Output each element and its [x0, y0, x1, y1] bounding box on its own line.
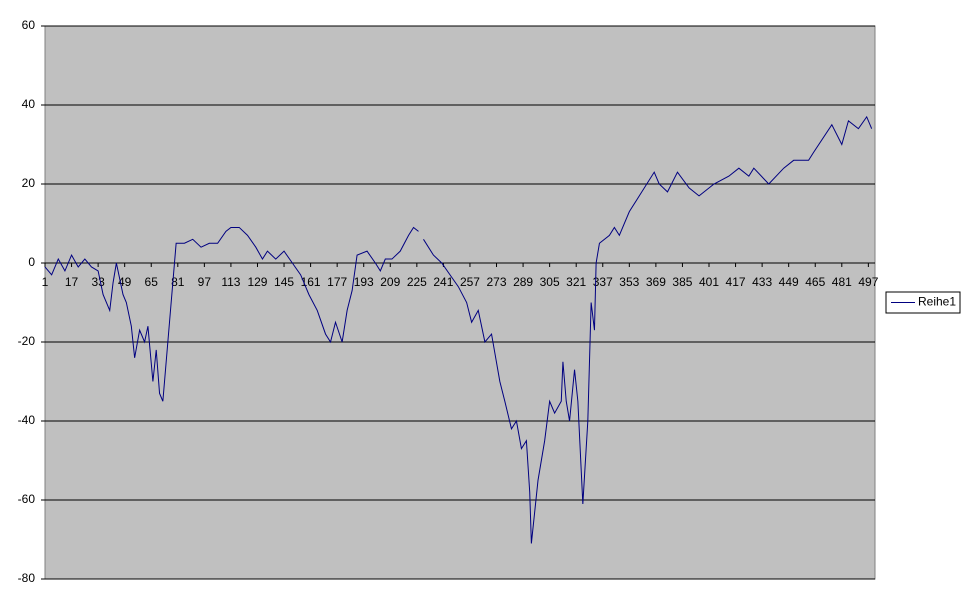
x-tick-label: 449 — [779, 275, 799, 289]
x-tick-label: 193 — [354, 275, 374, 289]
x-tick-label: 481 — [832, 275, 852, 289]
x-tick-label: 417 — [726, 275, 746, 289]
x-tick-label: 385 — [672, 275, 692, 289]
x-tick-label: 81 — [171, 275, 185, 289]
x-tick-label: 241 — [433, 275, 453, 289]
x-tick-label: 465 — [805, 275, 825, 289]
legend — [885, 291, 961, 314]
x-tick-label: 17 — [65, 275, 79, 289]
legend-label: Reihe1 — [918, 295, 956, 309]
x-tick-label: 273 — [487, 275, 507, 289]
x-tick-label: 497 — [858, 275, 878, 289]
x-tick-label: 433 — [752, 275, 772, 289]
y-tick-label: 40 — [22, 97, 36, 111]
data-line — [44, 115, 873, 544]
x-tick-label: 225 — [407, 275, 427, 289]
y-tick-label: 0 — [28, 255, 35, 269]
x-tick-label: 209 — [380, 275, 400, 289]
y-tick-label: 20 — [22, 176, 36, 190]
x-tick-label: 177 — [327, 275, 347, 289]
x-tick-label: 305 — [540, 275, 560, 289]
x-tick-label: 401 — [699, 275, 719, 289]
x-tick-label: 257 — [460, 275, 480, 289]
x-tick-label: 33 — [91, 275, 105, 289]
y-tick-label: -20 — [18, 334, 36, 348]
x-tick-label: 337 — [593, 275, 613, 289]
x-tick-label: 353 — [619, 275, 639, 289]
y-tick-label: -40 — [18, 413, 36, 427]
y-tick-label: -60 — [18, 492, 36, 506]
x-tick-label: 65 — [145, 275, 159, 289]
x-tick-label: 129 — [247, 275, 267, 289]
y-tick-label: -80 — [18, 571, 36, 585]
x-tick-label: 97 — [198, 275, 212, 289]
x-tick-label: 1 — [42, 275, 49, 289]
x-tick-label: 113 — [221, 275, 240, 289]
plot-area — [44, 25, 876, 580]
y-tick-label: 60 — [22, 18, 36, 32]
x-tick-label: 145 — [274, 275, 294, 289]
x-tick-label: 289 — [513, 275, 533, 289]
x-tick-label: 321 — [566, 275, 586, 289]
x-tick-label: 369 — [646, 275, 666, 289]
